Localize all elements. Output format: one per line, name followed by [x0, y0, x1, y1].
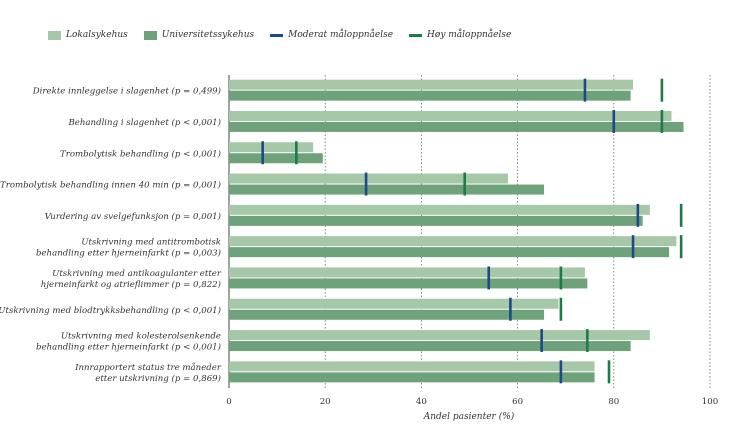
category-label: Utskrivning med blodtrykksbehandling (p …	[0, 305, 221, 316]
bar-university	[229, 153, 323, 164]
bar-local	[229, 79, 634, 90]
x-tick-labels: 0 20 40 60 80 100	[226, 397, 718, 407]
legend-label-high: Høy måloppnåelse	[427, 30, 512, 40]
bars	[229, 79, 684, 383]
legend-label-university: Universitetssykehus	[161, 30, 255, 40]
bar-local	[229, 330, 650, 341]
legend-swatch-local	[48, 30, 61, 40]
bar-local	[229, 361, 595, 372]
legend-swatch-high	[409, 33, 423, 37]
bar-university	[229, 278, 588, 289]
bar-university	[229, 184, 545, 195]
category-label: Direkte innleggelse i slagenhet (p = 0,4…	[32, 86, 221, 97]
legend-item-high: Høy måloppnåelse	[409, 30, 511, 40]
legend-label-moderate: Moderat måloppnåelse	[288, 30, 394, 40]
category-label: etter utskrivning (p = 0,869)	[95, 373, 221, 384]
category-label: behandling etter hjerneinfarkt (p < 0,00…	[36, 342, 221, 353]
category-label: Utskrivning med antitrombotisk	[81, 238, 221, 248]
target-markers	[261, 78, 683, 384]
category-label: Utskrivning med antikoagulanter etter	[52, 269, 222, 279]
bar-university	[229, 121, 684, 132]
x-tick-label: 60	[512, 397, 523, 407]
bar-local	[229, 142, 314, 153]
bar-local	[229, 110, 672, 121]
legend-swatch-moderate	[270, 33, 284, 37]
legend: Lokalsykehus Universitetssykehus Moderat m…	[48, 27, 527, 43]
bar-university	[229, 309, 545, 320]
category-labels: Direkte innleggelse i slagenhet (p = 0,4…	[0, 86, 222, 384]
bar-local	[229, 204, 650, 215]
bar-university	[229, 215, 643, 226]
bar-university	[229, 372, 595, 383]
x-tick-label: 100	[702, 397, 718, 407]
x-tick-label: 20	[320, 397, 331, 407]
bar-local	[229, 298, 559, 309]
bar-university	[229, 90, 631, 101]
bar-university	[229, 247, 670, 258]
legend-item-university: Universitetssykehus	[143, 30, 255, 40]
bar-university	[229, 341, 631, 352]
category-label: hjerneinfarkt og atrieflimmer (p = 0,822…	[41, 279, 221, 290]
category-label: Vurdering av svelgefunksjon (p = 0,001)	[45, 211, 221, 222]
x-tick-label: 80	[608, 397, 619, 407]
category-label: Behandling i slagenhet (p < 0,001)	[67, 117, 221, 128]
legend-item-moderate: Moderat måloppnåelse	[270, 30, 393, 40]
bar-local	[229, 267, 585, 278]
category-label: behandling etter hjerneinfarkt (p = 0,00…	[36, 248, 221, 259]
bar-local	[229, 173, 508, 184]
category-label: Innrapportert status tre måneder	[74, 361, 222, 373]
legend-item-local: Lokalsykehus	[48, 30, 128, 40]
category-label: Trombolytisk behandling (p < 0,001)	[60, 148, 221, 159]
legend-swatch-university	[143, 30, 157, 40]
category-label: Trombolytisk behandling innen 40 min (p …	[0, 180, 221, 191]
x-tick-label: 40	[416, 397, 427, 407]
x-axis-label: Andel pasienter (%)	[423, 411, 515, 422]
legend-label-local: Lokalsykehus	[66, 30, 128, 40]
category-label: Utskrivning med kolesterolsenkende	[61, 332, 221, 342]
bar-local	[229, 236, 677, 247]
x-tick-label: 0	[226, 397, 231, 407]
